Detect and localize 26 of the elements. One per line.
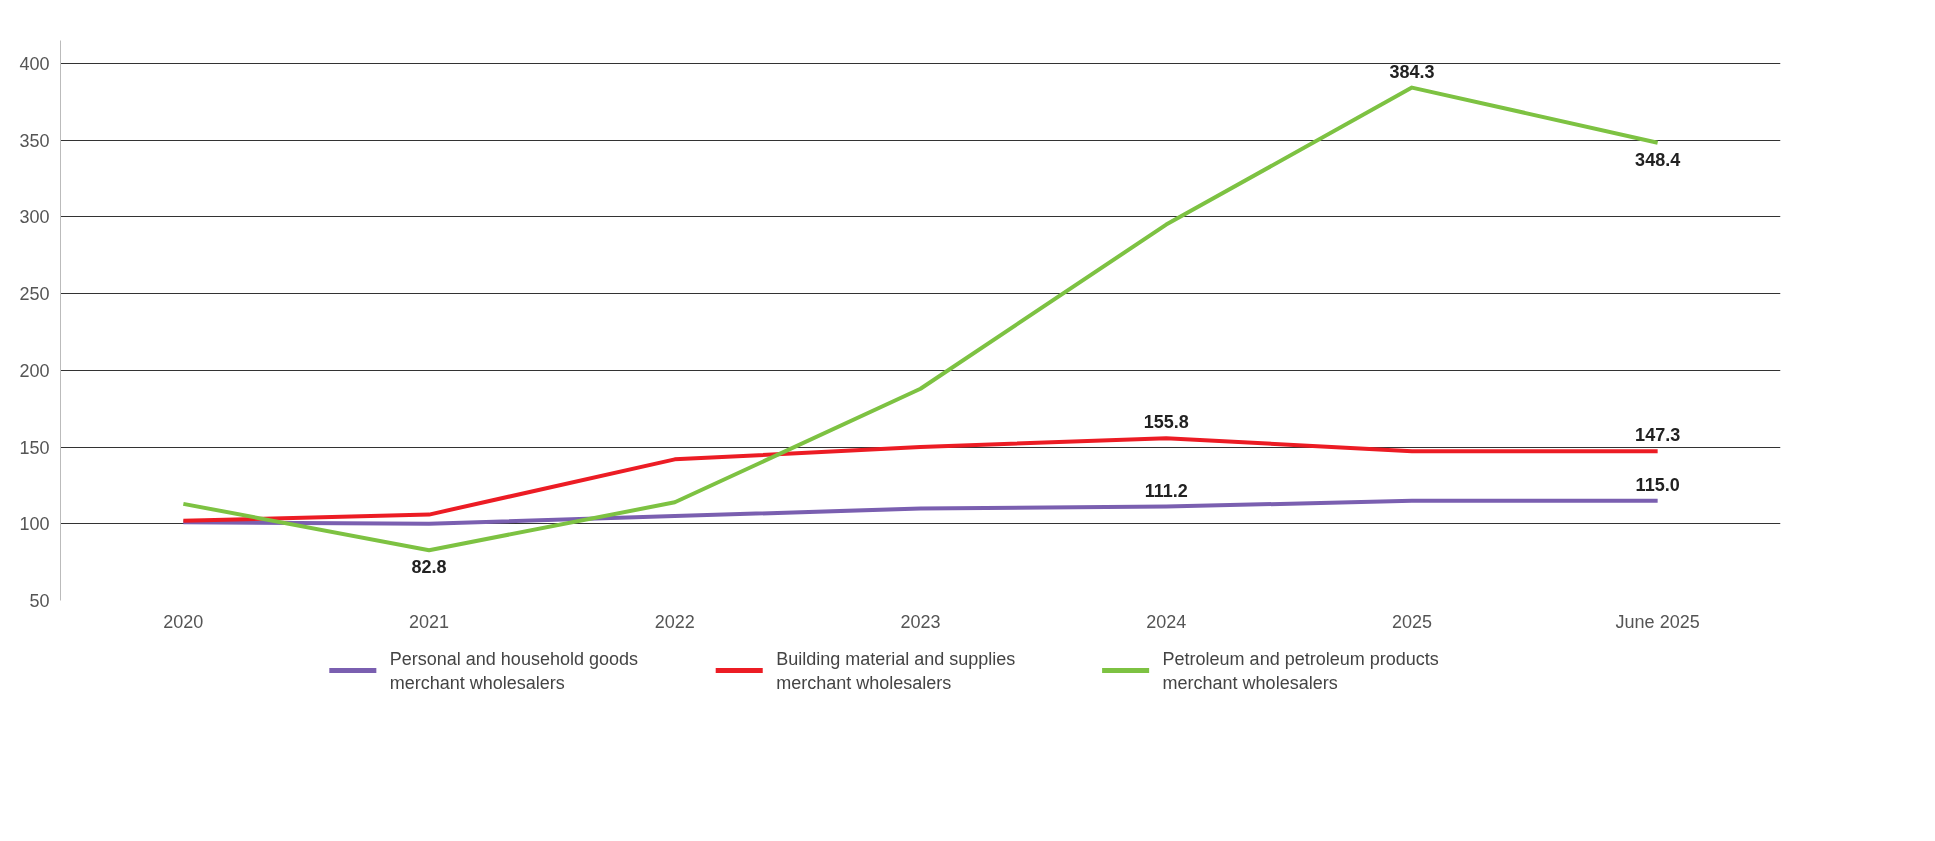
y-tick-label: 400 xyxy=(19,54,50,75)
y-tick-label: 350 xyxy=(19,130,50,151)
data-label: 147.3 xyxy=(1635,425,1681,446)
data-label: 348.4 xyxy=(1635,149,1681,170)
x-tick-label: 2021 xyxy=(409,611,450,632)
legend-label: Personal and household goods merchant wholesalers xyxy=(389,648,638,693)
y-tick-label: 200 xyxy=(19,360,50,381)
data-label: 82.8 xyxy=(411,557,447,578)
x-tick-label: 2020 xyxy=(163,611,204,632)
line-series xyxy=(181,498,1660,526)
y-tick-label: 50 xyxy=(29,591,50,611)
legend-label: Petroleum and petroleum products merchant wholesalers xyxy=(1162,648,1439,693)
x-tick-label: 2023 xyxy=(900,611,941,632)
x-tick-label: 2024 xyxy=(1146,611,1187,632)
y-tick-label: 250 xyxy=(19,284,50,305)
data-label: 111.2 xyxy=(1144,480,1188,501)
y-tick-label: 150 xyxy=(19,437,50,458)
data-label: 384.3 xyxy=(1389,61,1435,82)
x-tick-label: 2025 xyxy=(1391,611,1432,632)
y-tick-label: 100 xyxy=(19,514,50,535)
legend-label: Building material and supplies merchant wholesalers xyxy=(776,648,1016,693)
y-tick-label: 300 xyxy=(19,207,50,228)
x-tick-label: 2022 xyxy=(654,611,695,632)
data-label: 155.8 xyxy=(1143,412,1189,433)
data-label: 115.0 xyxy=(1635,474,1680,495)
x-tick-label: June 2025 xyxy=(1615,611,1700,632)
